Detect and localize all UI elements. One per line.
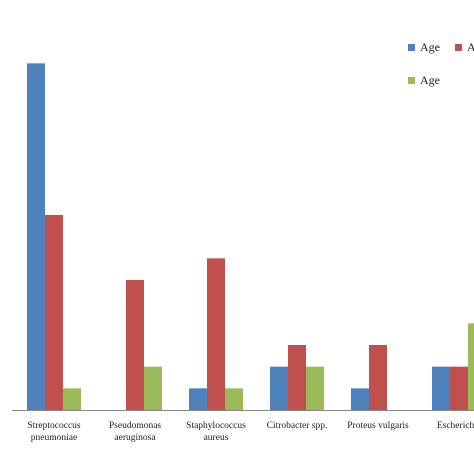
- bar-1-series-1: [126, 280, 144, 410]
- bar-3-series-2: [306, 366, 324, 410]
- x-tick-label-0-1: pneumoniae: [31, 433, 77, 443]
- bar-0-series-1: [45, 215, 63, 410]
- x-tick-label-1-1: aeruginosa: [114, 433, 156, 443]
- bar-5-series-0: [432, 366, 450, 410]
- x-tick-label-5-0: Escherichia: [437, 421, 474, 431]
- x-tick-label-2-1: aureus: [204, 433, 229, 443]
- x-tick-label-0-0: Streptococcus: [27, 421, 81, 431]
- legend-label-1: A: [467, 40, 474, 54]
- x-tick-label-3-0: Citrobacter spp.: [267, 421, 328, 431]
- bar-4-series-0: [351, 388, 369, 410]
- legend-swatch-1: [455, 44, 462, 51]
- legend-label-2: Age: [420, 73, 440, 87]
- bar-5-series-2: [468, 323, 474, 410]
- x-tick-label-4-0: Proteus vulgaris: [347, 421, 409, 431]
- bar-1-series-2: [144, 366, 162, 410]
- bar-2-series-1: [207, 258, 225, 410]
- bar-3-series-1: [288, 345, 306, 410]
- bar-5-series-1: [450, 366, 468, 410]
- legend-label-0: Age: [420, 40, 440, 54]
- bar-2-series-0: [189, 388, 207, 410]
- bar-2-series-2: [225, 388, 243, 410]
- x-tick-label-1-0: Pseudomonas: [109, 421, 162, 431]
- legend-swatch-0: [408, 44, 415, 51]
- bar-0-series-2: [63, 388, 81, 410]
- bar-0-series-0: [27, 63, 45, 410]
- x-tick-labels: Streptococcus pneumoniae Pseudomonas aerugi…: [27, 421, 474, 443]
- x-tick-label-2-0: Staphylococcus: [186, 421, 246, 431]
- bar-4-series-1: [369, 345, 387, 410]
- legend-swatch-2: [408, 77, 415, 84]
- bar-3-series-0: [270, 366, 288, 410]
- bars-layer: [27, 63, 474, 410]
- legend: Age A Age: [408, 40, 474, 87]
